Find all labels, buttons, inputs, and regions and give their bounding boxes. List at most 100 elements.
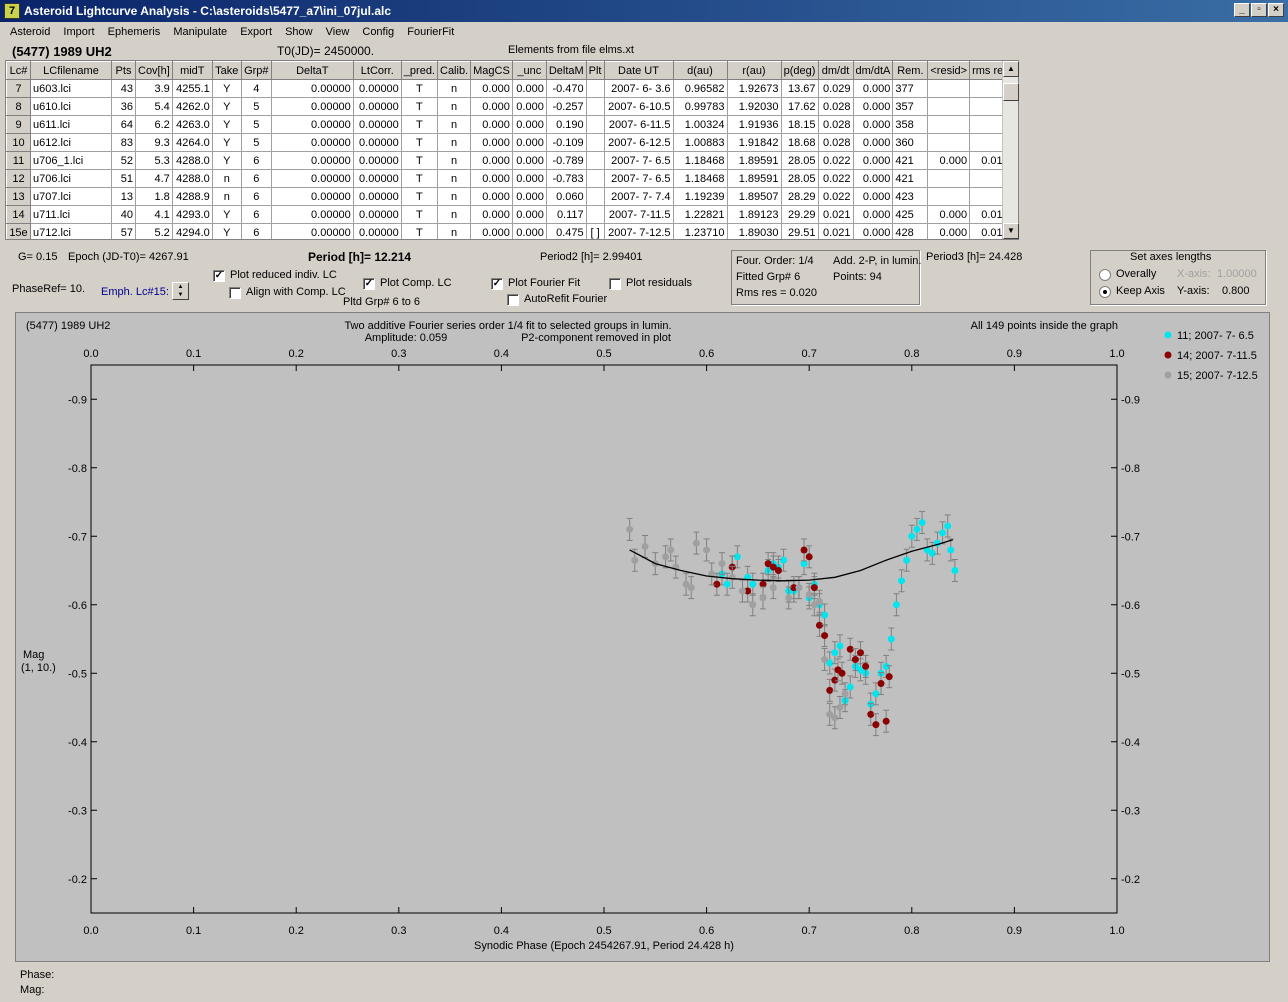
table-cell[interactable]: 0.012 [969,205,1012,224]
table-cell[interactable]: 2007- 7- 6.5 [603,169,674,188]
row-header[interactable]: 10 [6,133,31,152]
table-cell[interactable]: u706_1.lci [30,151,112,170]
table-cell[interactable]: 0.00000 [270,205,354,224]
table-cell[interactable]: 4255.1 [171,79,213,98]
table-cell[interactable]: 6 [240,187,272,206]
table-cell[interactable]: 0.029 [817,79,854,98]
period3-value[interactable]: Period3 [h]= 24.428 [926,251,1023,263]
table-cell[interactable]: n [211,187,242,206]
table-cell[interactable]: 5 [240,133,272,152]
col-header[interactable]: p(deg) [780,61,819,80]
table-cell[interactable]: 0.021 [817,223,854,239]
table-cell[interactable]: 0.00000 [352,97,402,116]
table-cell[interactable]: 0.000 [511,133,547,152]
menu-asteroid[interactable]: Asteroid [10,26,51,38]
table-cell[interactable]: 0.028 [817,115,854,134]
table-cell[interactable]: 1.18468 [672,151,728,170]
table-cell[interactable]: T [400,169,439,188]
table-cell[interactable]: u612.lci [30,133,112,152]
table-cell[interactable]: 0.000 [852,97,894,116]
table-cell[interactable]: 28.05 [780,151,819,170]
row-header[interactable]: 13 [6,187,31,206]
table-cell[interactable]: 13 [111,187,136,206]
table-cell[interactable]: -0.783 [545,169,587,188]
table-row[interactable]: 11 u706_1.lci 52 5.3 4288.0 Y 6 0.00000 0.00000 T… [6,151,1012,170]
table-cell[interactable]: 4288.0 [171,169,213,188]
table-cell[interactable] [927,97,971,116]
table-cell[interactable]: 0.000 [470,151,513,170]
row-header[interactable]: 8 [6,97,31,116]
col-header[interactable]: _pred. [400,61,439,80]
table-cell[interactable]: [ ] [585,223,605,239]
table-cell[interactable]: 0.022 [817,169,854,188]
period2-value[interactable]: Period2 [h]= 2.99401 [540,251,643,263]
table-cell[interactable] [585,115,605,134]
table-cell[interactable] [585,169,605,188]
table-cell[interactable]: Y [211,115,242,134]
table-cell[interactable] [585,151,605,170]
table-cell[interactable]: -0.109 [545,133,587,152]
table-cell[interactable]: 0.000 [927,223,971,239]
menu-import[interactable]: Import [63,26,95,38]
table-cell[interactable]: 428 [892,223,929,239]
table-cell[interactable]: 0.000 [511,223,547,239]
col-header[interactable]: Lc# [6,61,31,80]
table-cell[interactable]: 13.67 [780,79,819,98]
table-cell[interactable]: 0.000 [852,79,894,98]
table-cell[interactable]: 40 [111,205,136,224]
table-cell[interactable]: 0.000 [470,169,513,188]
table-cell[interactable]: 52 [111,151,136,170]
table-cell[interactable]: 0.96582 [672,79,728,98]
table-cell[interactable]: 1.23710 [672,223,728,239]
table-cell[interactable]: 0.000 [511,169,547,188]
table-cell[interactable]: 1.00883 [672,133,728,152]
table-cell[interactable]: 51 [111,169,136,188]
table-cell[interactable]: u711.lci [30,205,112,224]
table-cell[interactable]: 0.00000 [270,133,354,152]
table-cell[interactable]: n [211,169,242,188]
col-header[interactable]: d(au) [672,61,728,80]
table-cell[interactable]: n [436,223,472,239]
table-cell[interactable]: n [436,79,472,98]
table-cell[interactable]: 1.91936 [726,115,782,134]
table-cell[interactable]: 0.00000 [352,79,402,98]
menu-config[interactable]: Config [362,26,395,38]
table-cell[interactable]: u603.lci [30,79,112,98]
lightcurve-table[interactable]: Lc# LCfilename Pts Cov[h] midT Take Grp# DeltaT… [5,60,1019,240]
table-cell[interactable]: 0.000 [511,205,547,224]
table-cell[interactable]: 2007- 6- 3.6 [603,79,674,98]
menu-fourierfit[interactable]: FourierFit [407,26,455,38]
table-cell[interactable]: 3.9 [135,79,173,98]
table-cell[interactable]: 0.00000 [352,133,402,152]
table-cell[interactable]: 64 [111,115,136,134]
table-cell[interactable]: 18.68 [780,133,819,152]
table-cell[interactable]: 0.000 [927,205,971,224]
table-cell[interactable]: n [436,115,472,134]
table-cell[interactable]: 43 [111,79,136,98]
row-header[interactable]: 15e [6,223,31,239]
menu-view[interactable]: View [325,26,350,38]
plot-reduced-checkbox[interactable]: ✓ [213,270,225,282]
table-cell[interactable]: Y [211,97,242,116]
table-cell[interactable]: 0.060 [545,187,587,206]
table-cell[interactable] [927,115,971,134]
table-cell[interactable]: 6 [240,151,272,170]
table-cell[interactable]: 0.000 [511,151,547,170]
table-cell[interactable]: 0.475 [545,223,587,239]
table-cell[interactable]: 28.05 [780,169,819,188]
table-cell[interactable]: 377 [892,79,929,98]
scroll-down-button[interactable]: ▼ [1003,223,1019,239]
table-cell[interactable]: 0.000 [852,115,894,134]
table-cell[interactable]: 0.000 [852,169,894,188]
table-cell[interactable]: 1.22821 [672,205,728,224]
table-cell[interactable]: 1.89591 [726,151,782,170]
plot-residuals-checkbox[interactable] [609,278,621,290]
overally-radio[interactable] [1099,269,1111,281]
maximize-button[interactable]: ▫ [1251,3,1267,17]
period-value[interactable]: Period [h]= 12.214 [308,250,412,264]
table-cell[interactable]: n [436,187,472,206]
col-header[interactable]: Plt [585,61,605,80]
